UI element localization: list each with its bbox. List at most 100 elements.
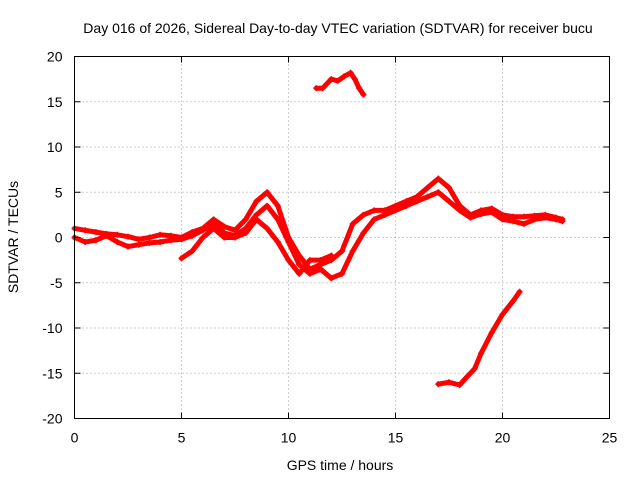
y-tick-label: 5 (55, 184, 63, 200)
data-point (221, 234, 228, 241)
data-point (178, 255, 185, 262)
data-point (114, 231, 121, 238)
data-point (328, 275, 335, 282)
data-point (319, 85, 326, 92)
data-point (435, 189, 442, 196)
data-point (146, 239, 153, 246)
series-line (313, 70, 366, 97)
y-tick-label: -15 (42, 365, 62, 381)
y-tick-label: 15 (47, 94, 63, 110)
data-point (146, 234, 153, 241)
data-point (274, 202, 281, 209)
data-point (199, 234, 206, 241)
data-point (424, 184, 431, 191)
data-point (510, 218, 517, 225)
data-point (334, 77, 341, 84)
data-point (125, 243, 131, 250)
axis-ticks: 0 5 10 15 20 25 20 15 10 5 0 -5 -10 -15 -20 (42, 49, 617, 446)
data-point (360, 211, 367, 218)
data-point (242, 229, 249, 236)
x-tick-label: 0 (71, 430, 79, 446)
data-point (488, 329, 495, 336)
data-point (264, 202, 271, 209)
data-point (210, 225, 217, 232)
data-point (356, 85, 363, 92)
data-point (285, 239, 292, 246)
data-point (285, 257, 292, 264)
data-point (341, 73, 348, 80)
data-point (339, 248, 345, 255)
series-trace-b (71, 189, 566, 282)
data-point (135, 241, 142, 248)
data-point (516, 288, 523, 295)
data-layer (71, 69, 566, 389)
data-point (446, 198, 452, 205)
data-point (92, 229, 99, 236)
data-point (114, 239, 121, 246)
data-point (157, 239, 164, 246)
data-point (559, 218, 566, 225)
data-point (351, 76, 358, 83)
data-point (253, 198, 260, 205)
data-point (103, 232, 110, 239)
series-line (435, 289, 523, 388)
data-point (306, 257, 313, 264)
data-point (178, 236, 185, 243)
data-point (296, 270, 303, 277)
data-point (435, 381, 442, 388)
data-point (82, 227, 89, 234)
data-point (306, 270, 313, 277)
data-point (199, 227, 206, 234)
data-point (360, 229, 367, 236)
data-point (463, 374, 470, 381)
data-point (413, 198, 420, 205)
data-point (328, 252, 335, 259)
data-point (435, 175, 442, 182)
data-point (381, 211, 388, 218)
data-point (317, 266, 324, 273)
data-point (542, 214, 549, 221)
y-tick-label: -20 (42, 411, 62, 427)
data-point (471, 365, 478, 372)
data-point (371, 207, 378, 214)
data-point (274, 216, 281, 223)
y-tick-label: 10 (47, 139, 63, 155)
data-point (92, 237, 99, 244)
data-point (510, 297, 517, 304)
data-point (349, 220, 356, 227)
series-trace-e (435, 288, 523, 389)
data-point (520, 213, 527, 220)
y-tick-label: 20 (47, 49, 63, 65)
data-point (82, 239, 89, 246)
data-point (456, 382, 463, 389)
chart-title: Day 016 of 2026, Sidereal Day-to-day VTE… (83, 20, 592, 36)
data-point (232, 234, 238, 241)
x-axis-label: GPS time / hours (287, 457, 394, 473)
y-axis-label: SDTVAR / TECUs (5, 181, 21, 293)
data-point (478, 350, 485, 357)
data-point (424, 193, 431, 200)
data-point (531, 216, 538, 223)
data-point (274, 239, 281, 246)
data-point (347, 69, 354, 76)
data-point (520, 220, 527, 227)
data-point (446, 184, 452, 191)
data-point (253, 216, 260, 223)
series-trace-d (313, 69, 367, 98)
series-line (72, 176, 565, 272)
data-point (313, 85, 320, 92)
data-point (317, 257, 324, 264)
data-point (189, 232, 196, 239)
data-point (446, 379, 452, 386)
data-point (167, 237, 174, 244)
x-tick-label: 25 (602, 430, 618, 446)
data-point (242, 216, 249, 223)
data-point (403, 202, 410, 209)
data-point (488, 209, 495, 216)
data-point (349, 248, 356, 255)
data-point (456, 207, 463, 214)
y-tick-label: -10 (42, 320, 62, 336)
data-point (157, 231, 164, 238)
data-point (135, 236, 142, 243)
